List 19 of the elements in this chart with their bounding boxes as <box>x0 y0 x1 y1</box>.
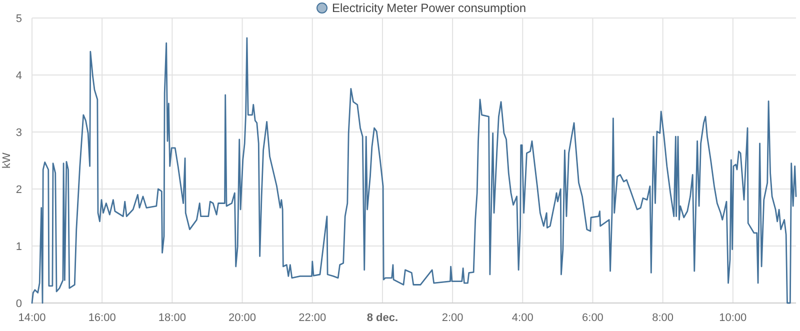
x-tick-label: 18:00 <box>158 312 186 324</box>
legend-label: Electricity Meter Power consumption <box>332 1 526 16</box>
x-tick-label: 10:00 <box>719 312 747 324</box>
y-tick-label: 2 <box>16 184 22 196</box>
x-tick-label: 16:00 <box>88 312 116 324</box>
x-tick-label: 8 dec. <box>366 312 398 324</box>
y-tick-label: 5 <box>16 12 22 25</box>
y-tick-label: 1 <box>16 240 22 253</box>
x-tick-label: 8:00 <box>652 312 674 324</box>
x-tick-label: 2:00 <box>442 312 464 324</box>
x-tick-label: 20:00 <box>228 312 256 324</box>
y-tick-label: 3 <box>16 126 22 139</box>
x-tick-label: 14:00 <box>18 312 46 324</box>
y-tick-label: 0 <box>16 298 22 310</box>
x-tick-label: 6:00 <box>582 312 604 324</box>
x-tick-label: 4:00 <box>512 312 534 324</box>
y-axis-title: kW <box>1 152 13 168</box>
y-tick-label: 4 <box>16 70 22 82</box>
x-tick-label: 22:00 <box>298 312 326 324</box>
